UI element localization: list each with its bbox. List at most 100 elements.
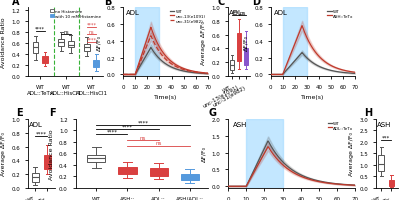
Text: A: A bbox=[12, 0, 19, 7]
ADL::TeTx bbox=[226, 185, 230, 188]
unc-31(e982) bbox=[121, 74, 126, 76]
Text: ASH: ASH bbox=[233, 121, 248, 127]
Text: ****: **** bbox=[86, 23, 96, 28]
Text: ADL: ADL bbox=[274, 10, 288, 16]
Legend: no Histamine, with 10 mM Histamine: no Histamine, with 10 mM Histamine bbox=[50, 10, 101, 19]
unc-13(e1091) bbox=[182, 68, 187, 71]
PathPatch shape bbox=[33, 43, 38, 54]
PathPatch shape bbox=[58, 39, 64, 46]
WT bbox=[306, 177, 311, 179]
Text: ADL: ADL bbox=[29, 121, 43, 127]
ASH::TeTx bbox=[302, 31, 307, 34]
unc-13(e1091) bbox=[121, 74, 126, 76]
Text: ****: **** bbox=[138, 119, 148, 124]
Legend: WT, ADL::TeTx: WT, ADL::TeTx bbox=[328, 121, 353, 130]
Line: unc-31(e982): unc-31(e982) bbox=[123, 37, 208, 75]
Line: WT: WT bbox=[228, 141, 356, 186]
WT bbox=[154, 55, 159, 58]
WT bbox=[182, 71, 187, 73]
Y-axis label: Avoidance Ratio: Avoidance Ratio bbox=[48, 128, 54, 179]
PathPatch shape bbox=[44, 155, 51, 169]
WT bbox=[268, 74, 273, 76]
WT bbox=[296, 56, 301, 59]
ASH::TeTx bbox=[322, 61, 326, 63]
Y-axis label: Avoidance Ratio: Avoidance Ratio bbox=[1, 17, 6, 68]
Text: G: G bbox=[209, 108, 217, 118]
Text: C: C bbox=[218, 0, 225, 7]
WT bbox=[300, 52, 304, 54]
unc-13(e1091) bbox=[131, 74, 136, 76]
PathPatch shape bbox=[378, 155, 384, 171]
Text: ****: **** bbox=[86, 37, 96, 42]
PathPatch shape bbox=[150, 168, 168, 176]
WT bbox=[226, 185, 230, 188]
PathPatch shape bbox=[237, 34, 241, 62]
PathPatch shape bbox=[32, 173, 39, 182]
WT bbox=[241, 185, 246, 188]
Y-axis label: ΔF/F₀: ΔF/F₀ bbox=[244, 34, 249, 50]
Text: B: B bbox=[104, 0, 112, 7]
unc-31(e982) bbox=[148, 36, 153, 38]
Text: F: F bbox=[49, 108, 56, 118]
WT bbox=[206, 73, 210, 76]
ASH::TeTx bbox=[278, 74, 283, 76]
Text: ASH: ASH bbox=[376, 121, 391, 127]
Text: ****: **** bbox=[122, 124, 133, 129]
X-axis label: Time(s): Time(s) bbox=[154, 95, 177, 100]
Bar bbox=[283, 8, 307, 77]
WT bbox=[268, 143, 272, 146]
WT bbox=[318, 180, 323, 183]
unc-13(e1091) bbox=[154, 42, 159, 44]
WT bbox=[148, 47, 153, 50]
unc-31(e982) bbox=[131, 74, 136, 76]
Bar bbox=[135, 8, 160, 77]
Text: ns: ns bbox=[156, 141, 162, 146]
Legend: WT, ASH::TeTx: WT, ASH::TeTx bbox=[328, 10, 353, 19]
PathPatch shape bbox=[94, 60, 99, 68]
unc-13(e1091) bbox=[182, 68, 187, 71]
WT bbox=[330, 70, 334, 72]
WT bbox=[322, 68, 326, 70]
WT bbox=[353, 73, 358, 75]
Text: ADL: ADL bbox=[126, 10, 140, 16]
Legend: WT, unc-13(e1091), unc-31(e982): WT, unc-13(e1091), unc-31(e982) bbox=[170, 10, 206, 24]
Text: ****: **** bbox=[36, 131, 47, 136]
PathPatch shape bbox=[68, 42, 74, 48]
PathPatch shape bbox=[118, 167, 136, 174]
Text: ****: **** bbox=[106, 129, 117, 134]
Y-axis label: ΔF/F₀: ΔF/F₀ bbox=[96, 34, 101, 50]
WT bbox=[266, 140, 270, 143]
Text: **: ** bbox=[233, 11, 238, 16]
WT bbox=[182, 71, 187, 73]
unc-31(e982) bbox=[174, 66, 179, 69]
WT bbox=[353, 184, 358, 186]
PathPatch shape bbox=[181, 174, 199, 181]
ADL::TeTx bbox=[306, 178, 311, 180]
unc-31(e982) bbox=[148, 35, 153, 38]
Text: ****: **** bbox=[35, 26, 45, 31]
Text: D: D bbox=[252, 0, 260, 7]
unc-31(e982) bbox=[182, 69, 187, 72]
Line: WT: WT bbox=[123, 48, 208, 75]
WT bbox=[121, 74, 126, 76]
Line: ADL::TeTx: ADL::TeTx bbox=[228, 147, 356, 186]
Text: ns: ns bbox=[140, 135, 146, 140]
ADL::TeTx bbox=[241, 185, 246, 188]
Text: E: E bbox=[16, 108, 22, 118]
Line: ASH::TeTx: ASH::TeTx bbox=[270, 27, 356, 75]
unc-13(e1091) bbox=[206, 73, 210, 75]
PathPatch shape bbox=[244, 49, 248, 66]
ADL::TeTx bbox=[318, 181, 323, 183]
Bar bbox=[246, 119, 283, 188]
WT bbox=[302, 55, 307, 57]
Y-axis label: Average ΔF/F₀: Average ΔF/F₀ bbox=[201, 20, 206, 64]
Text: H: H bbox=[364, 108, 372, 118]
ASH::TeTx bbox=[300, 25, 304, 28]
PathPatch shape bbox=[388, 180, 394, 186]
Text: ns: ns bbox=[63, 29, 69, 34]
WT bbox=[278, 74, 283, 76]
unc-31(e982) bbox=[206, 73, 210, 75]
Text: ***: *** bbox=[382, 135, 390, 140]
X-axis label: Time(s): Time(s) bbox=[301, 95, 325, 100]
WT bbox=[276, 156, 281, 159]
